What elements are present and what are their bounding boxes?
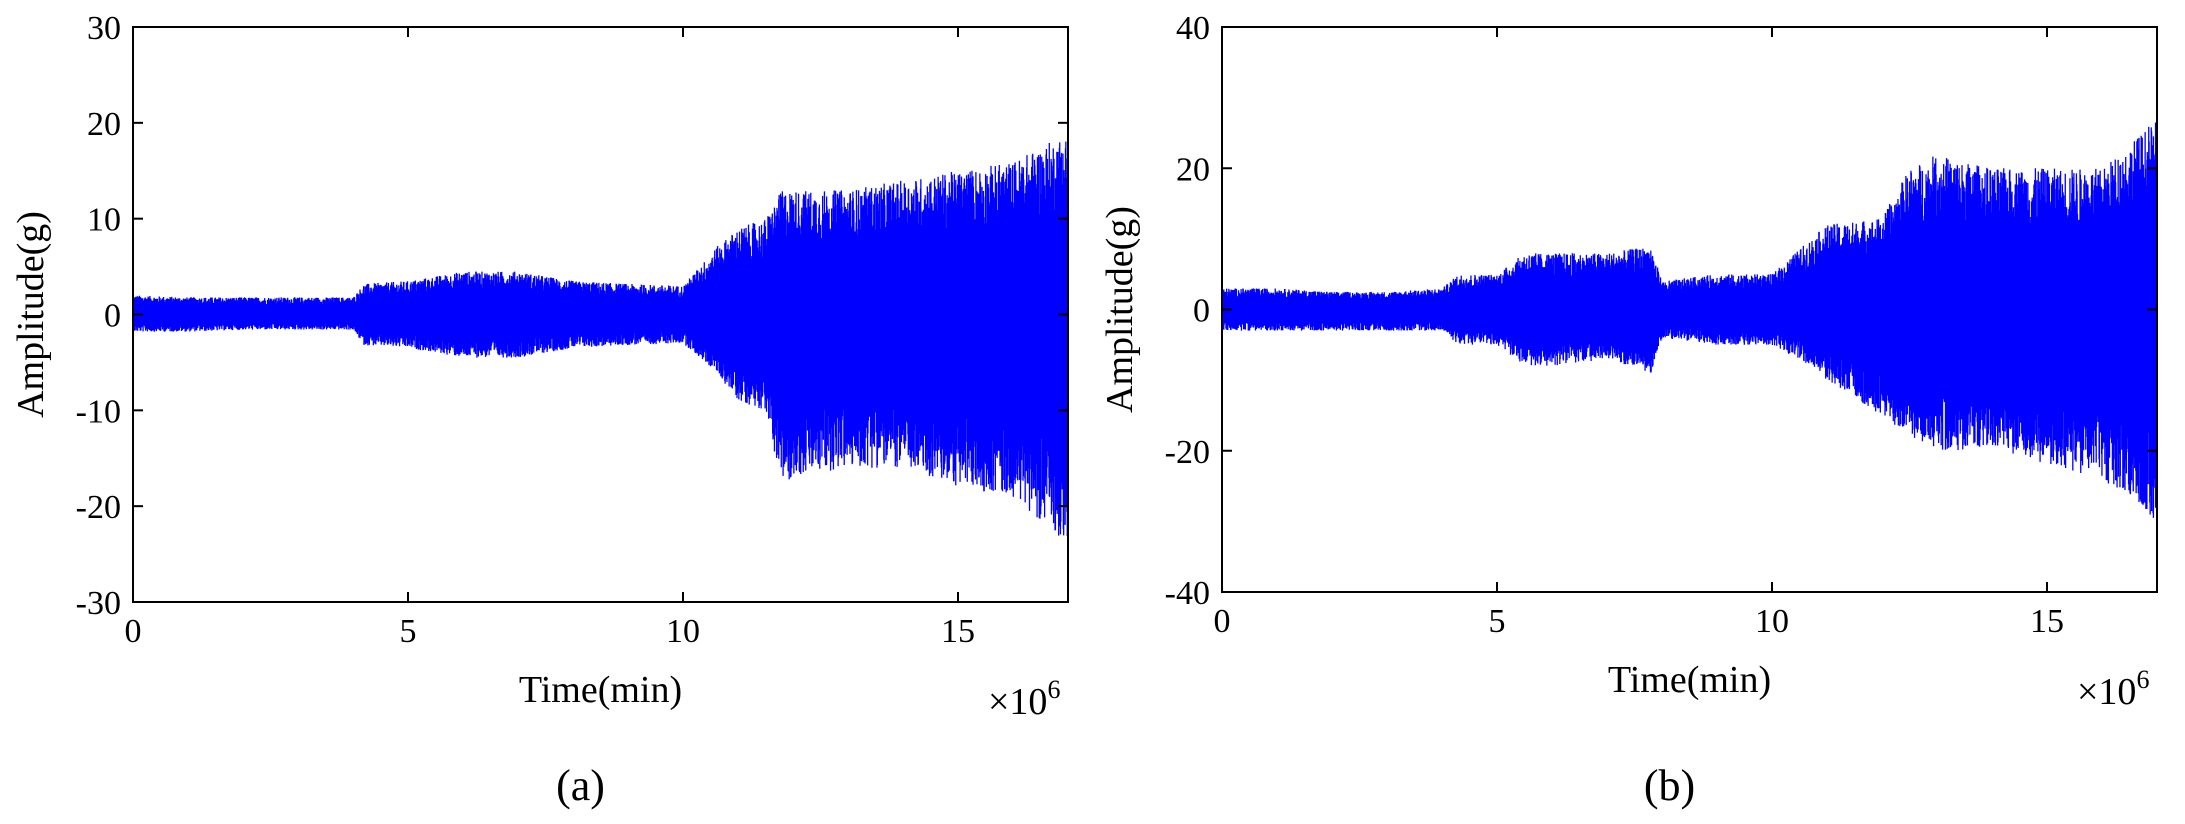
x-tick-label-a: 0 xyxy=(125,613,142,650)
y-tick-label-a: 20 xyxy=(87,106,121,143)
signal-b xyxy=(1222,119,2157,518)
signal-trace-a xyxy=(133,141,1068,537)
panel-b: 0 5 10 15 -40 -20 0 20 40 Time(min) Amplitude(g… xyxy=(1099,10,2158,810)
x-tick-label-a: 5 xyxy=(400,613,417,650)
signal-trace-b xyxy=(1222,119,2157,518)
x-tick-label-a: 10 xyxy=(666,613,700,650)
y-tick-label-a: 0 xyxy=(104,298,121,335)
x-tick-label-b: 5 xyxy=(1489,603,1506,640)
y-tick-label-a: 10 xyxy=(87,202,121,239)
x-axis-label-a: Time(min) xyxy=(519,669,682,711)
signal-a xyxy=(133,141,1068,537)
y-tick-label-b: 40 xyxy=(1176,10,1210,47)
y-tick-label-b: -20 xyxy=(1165,434,1210,471)
y-tick-label-a: -20 xyxy=(76,489,121,526)
x-tick-label-a: 15 xyxy=(941,613,975,650)
y-axis-label-a: Amplitude(g) xyxy=(10,211,52,418)
x-multiplier-exp-a: 6 xyxy=(1047,675,1060,704)
panel-label-b: (b) xyxy=(1644,761,1695,810)
y-axis-label-b: Amplitude(g) xyxy=(1099,206,1141,413)
y-tick-label-b: 0 xyxy=(1193,293,1210,330)
y-tick-label-b: -40 xyxy=(1165,575,1210,612)
y-tick-label-a: -30 xyxy=(76,585,121,622)
x-multiplier-base-a: ×10 xyxy=(988,681,1047,723)
x-axis-label-b: Time(min) xyxy=(1608,659,1771,701)
y-ticks-a: -30 -20 -10 0 10 20 30 xyxy=(76,10,1068,622)
y-ticks-b: -40 -20 0 20 40 xyxy=(1165,10,2157,612)
x-multiplier-base-b: ×10 xyxy=(2077,671,2136,713)
x-tick-label-b: 0 xyxy=(1214,603,1231,640)
x-ticks-b: 0 5 10 15 xyxy=(1214,27,2064,640)
panel-label-a: (a) xyxy=(556,761,605,810)
y-tick-label-a: 30 xyxy=(87,10,121,47)
x-tick-label-b: 15 xyxy=(2030,603,2064,640)
y-tick-label-a: -10 xyxy=(76,393,121,430)
x-tick-label-b: 10 xyxy=(1755,603,1789,640)
x-multiplier-exp-b: 6 xyxy=(2136,665,2149,694)
x-multiplier-b: ×106 xyxy=(2077,665,2149,713)
x-multiplier-a: ×106 xyxy=(988,675,1060,723)
panel-a: 0 5 10 15 -30 -20 -10 0 10 20 30 Time(min) Amplit… xyxy=(10,10,1069,810)
y-tick-label-b: 20 xyxy=(1176,151,1210,188)
x-ticks-a: 0 5 10 15 xyxy=(125,27,975,650)
